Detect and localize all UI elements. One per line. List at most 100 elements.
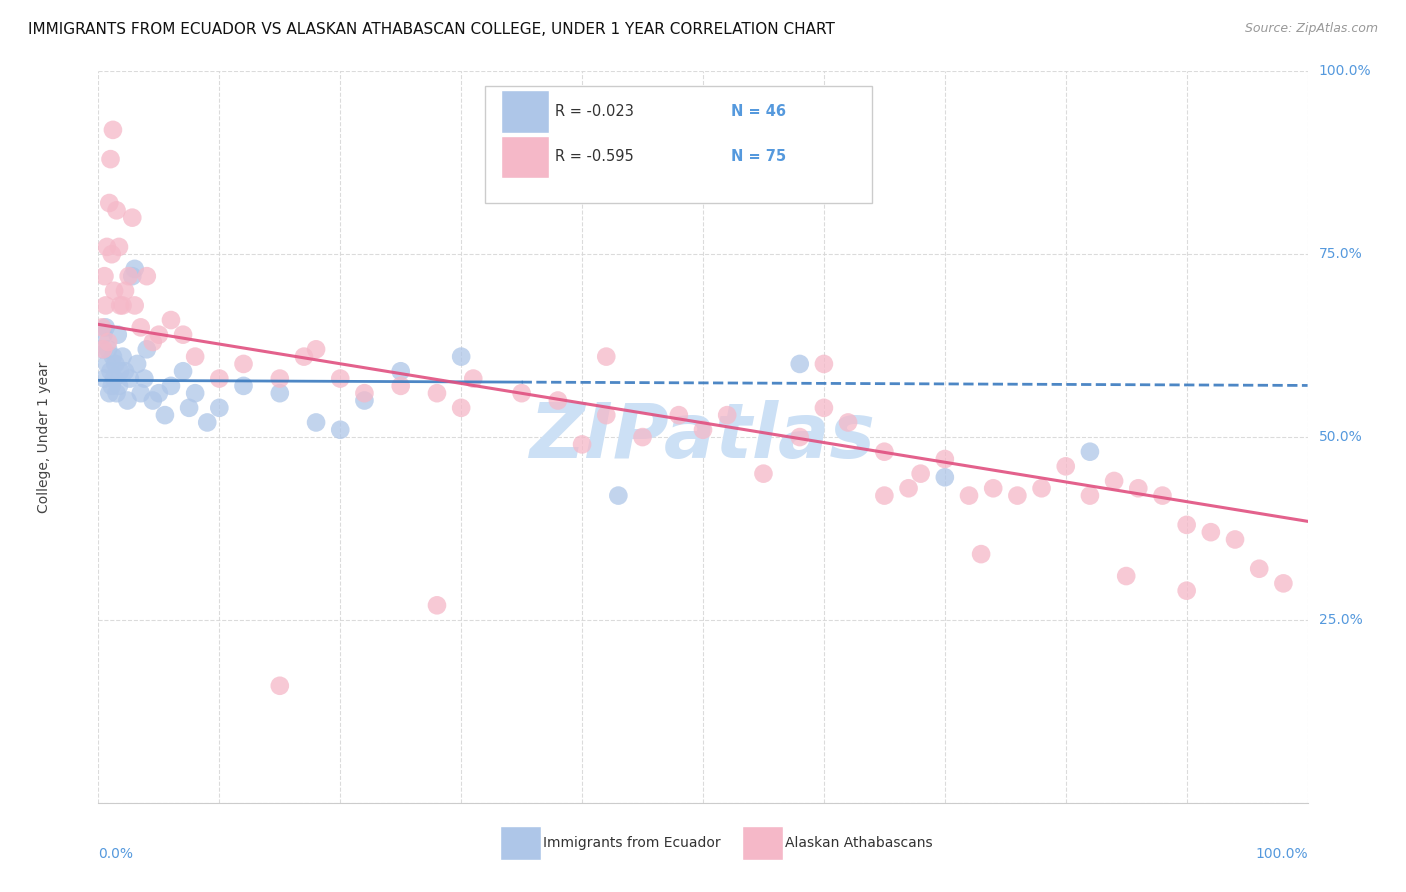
Point (195, 416, 218, 430)
Point (1175, 517, 1198, 532)
Point (595, 350, 617, 364)
Point (353, 386, 375, 401)
Point (957, 489, 980, 503)
Text: 25.0%: 25.0% (1319, 613, 1362, 627)
Point (510, 386, 533, 401)
Point (450, 401, 472, 415)
Point (426, 599, 449, 613)
Point (100, 364, 122, 378)
Text: 100.0%: 100.0% (1256, 847, 1308, 861)
FancyBboxPatch shape (501, 136, 550, 178)
Point (129, 320, 152, 334)
Point (93, 269, 115, 284)
Point (108, 364, 131, 378)
Point (103, 284, 125, 298)
Point (463, 371, 485, 385)
Point (134, 371, 156, 385)
Point (450, 350, 472, 364)
Text: ZIPatlas: ZIPatlas (530, 401, 876, 474)
Point (269, 679, 291, 693)
Point (184, 350, 207, 364)
Text: 0.0%: 0.0% (98, 847, 134, 861)
Point (1054, 459, 1077, 474)
Point (292, 350, 315, 364)
Point (789, 430, 811, 444)
Point (813, 401, 835, 415)
Point (873, 489, 896, 503)
Point (98, 386, 121, 401)
Point (91, 343, 114, 357)
Point (329, 423, 352, 437)
Point (934, 452, 956, 467)
Point (813, 357, 835, 371)
Point (1078, 489, 1101, 503)
Point (108, 298, 131, 312)
Point (1115, 569, 1137, 583)
Point (1078, 444, 1101, 458)
Point (172, 364, 194, 378)
Point (148, 386, 170, 401)
Point (105, 386, 128, 401)
Point (789, 357, 811, 371)
Point (135, 269, 157, 284)
Point (118, 371, 141, 385)
Point (96, 357, 118, 371)
Text: N = 46: N = 46 (731, 104, 786, 120)
Point (104, 357, 127, 371)
Point (111, 298, 134, 312)
Point (94, 298, 117, 312)
Point (111, 350, 134, 364)
Point (595, 408, 617, 422)
Text: 75.0%: 75.0% (1319, 247, 1362, 261)
Point (148, 327, 170, 342)
Point (1152, 489, 1174, 503)
Point (269, 371, 291, 385)
Point (547, 393, 569, 408)
Point (108, 379, 131, 393)
Point (1031, 481, 1053, 495)
Point (897, 481, 920, 495)
Point (124, 298, 146, 312)
FancyBboxPatch shape (501, 826, 541, 860)
Point (329, 371, 352, 385)
Text: 50.0%: 50.0% (1319, 430, 1362, 444)
Point (426, 386, 449, 401)
Text: College, Under 1 year: College, Under 1 year (37, 361, 51, 513)
Point (305, 416, 328, 430)
Point (160, 379, 183, 393)
Point (160, 313, 183, 327)
Point (353, 393, 375, 408)
Point (1272, 576, 1295, 591)
Text: Immigrants from Ecuador: Immigrants from Ecuador (543, 836, 721, 850)
Point (91, 320, 114, 334)
Point (142, 393, 165, 408)
FancyBboxPatch shape (742, 826, 783, 860)
Point (91, 343, 114, 357)
Point (117, 393, 139, 408)
Point (1128, 481, 1150, 495)
Point (172, 327, 194, 342)
Point (305, 343, 328, 357)
Point (153, 408, 176, 422)
Point (1102, 474, 1125, 488)
Point (121, 211, 143, 225)
Point (121, 269, 143, 284)
Point (142, 334, 165, 349)
Point (1249, 562, 1271, 576)
Point (571, 437, 593, 451)
Point (97, 343, 120, 357)
Point (103, 371, 125, 385)
FancyBboxPatch shape (501, 90, 550, 133)
Point (668, 408, 690, 422)
Point (105, 203, 128, 218)
Point (1199, 525, 1222, 540)
Point (232, 357, 254, 371)
Point (114, 364, 136, 378)
Point (108, 240, 131, 254)
Point (873, 444, 896, 458)
Text: Source: ZipAtlas.com: Source: ZipAtlas.com (1244, 22, 1378, 36)
Text: IMMIGRANTS FROM ECUADOR VS ALASKAN ATHABASCAN COLLEGE, UNDER 1 YEAR CORRELATION : IMMIGRANTS FROM ECUADOR VS ALASKAN ATHAB… (28, 22, 835, 37)
Point (208, 401, 231, 415)
Point (135, 343, 157, 357)
Point (129, 386, 152, 401)
